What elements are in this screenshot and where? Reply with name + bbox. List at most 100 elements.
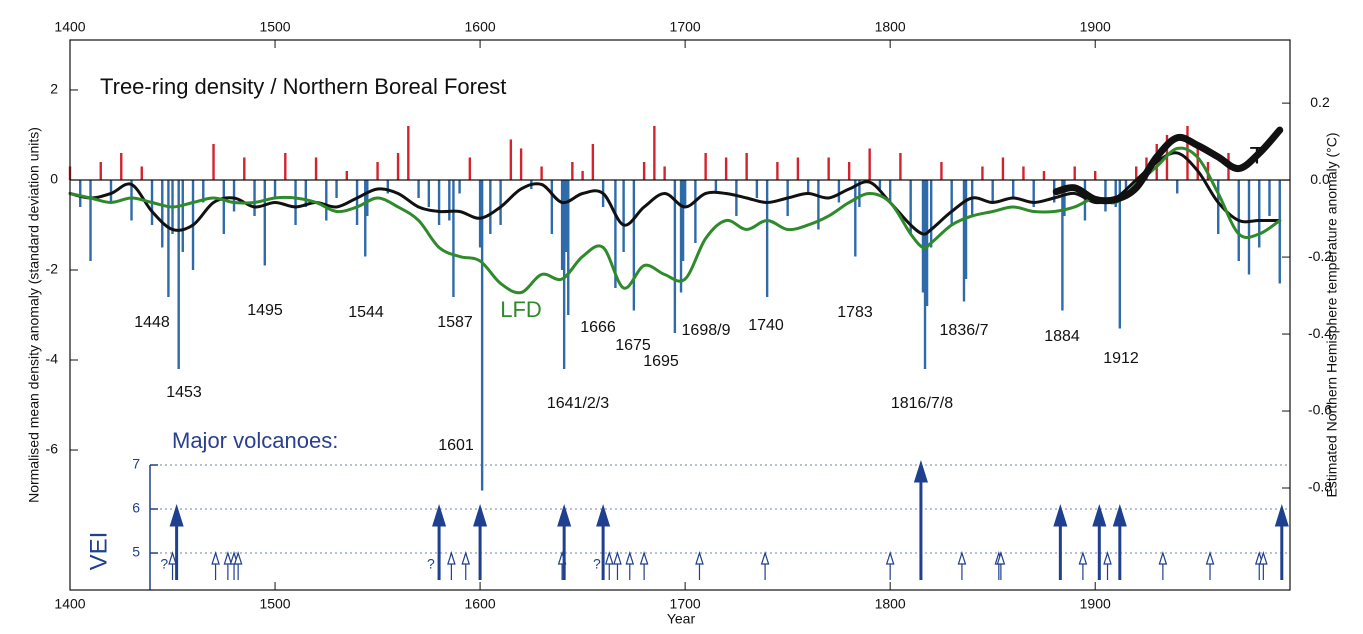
bar [755,179,759,198]
bar [167,179,170,297]
volcano-arrow [557,503,572,580]
bar [109,179,113,203]
bar [458,179,461,194]
event-label: 1816/7/8 [891,395,953,412]
bar [130,179,133,221]
bar [1001,157,1005,180]
x-tick-label: 1500 [259,596,290,612]
bar [950,179,953,225]
event-label: 1783 [837,304,873,321]
event-label: 1675 [615,337,651,354]
bar [202,179,205,203]
bar [704,152,707,180]
bar [858,179,861,207]
bar [878,179,882,189]
bar [366,179,369,216]
bar [1247,179,1251,275]
bar [1135,166,1138,180]
volcano-arrow [1092,503,1107,580]
bar [581,170,584,180]
volcano-arrow [760,551,770,580]
volcano-arrow [1112,503,1127,580]
x-tick-label-top: 1500 [259,19,290,35]
volcano-arrow [169,503,184,580]
bar [222,179,225,234]
smooth-line [68,146,1282,295]
volcano-arrow [639,551,649,580]
bar [489,179,492,234]
bar [923,179,927,370]
bar [868,148,871,180]
bar [565,179,568,252]
bar [1022,166,1025,180]
y2-tick-label: -0.4 [1308,325,1332,341]
bar [177,179,180,370]
bar [745,152,748,180]
y-tick-label: -2 [46,261,59,277]
y-tick-label: -4 [46,351,59,367]
x-tick-label-top: 1800 [875,19,906,35]
x-tick-label: 1700 [670,596,701,612]
bar [899,152,902,180]
uncertain-mark: ? [427,556,435,572]
bar [1268,179,1271,216]
bar [837,179,841,203]
bar [591,143,595,180]
bar [140,166,143,180]
x-axis-label: Year [667,611,696,627]
bar [273,179,277,198]
bar [681,179,685,261]
bar [1217,179,1220,234]
volcano-arrow [957,551,967,580]
bar [909,179,912,234]
bar [991,179,994,203]
volcano-arrow [1158,551,1168,580]
bar [417,179,420,198]
volcano-arrow [625,551,635,580]
bar [1104,179,1107,212]
bar [1118,179,1122,329]
event-label: 1495 [247,302,283,319]
bar [519,148,523,180]
y-tick-label: 0 [50,171,58,187]
x-tick-label-top: 1400 [54,19,85,35]
bar [663,166,666,180]
bar [1061,179,1064,311]
event-label: 1544 [348,304,384,321]
bar [1186,125,1189,180]
bar [962,179,966,302]
bar [304,179,307,207]
bar [796,157,800,180]
event-label: 1453 [166,384,202,401]
volcano-arrow [461,551,471,580]
bar [120,152,123,180]
bar [427,179,431,207]
bar [1063,179,1066,216]
event-label: 1884 [1044,328,1080,345]
bar [396,152,400,180]
bar [817,179,820,230]
y2-tick-label: 0.0 [1310,171,1330,187]
bar [765,179,769,297]
bar [827,157,830,180]
bar [253,179,256,216]
bar [925,179,929,306]
y2-axis-label: Estimated Northern Hemisphere temperatur… [1324,132,1340,497]
bar [642,161,646,180]
bar [1258,179,1261,248]
uncertain-mark: ? [160,556,168,572]
bar [1176,179,1179,194]
x-tick-label-top: 1900 [1080,19,1111,35]
y2-tick-label: -0.8 [1308,479,1332,495]
bar [1114,179,1117,207]
bar [540,166,543,180]
x-tick-label: 1400 [54,596,85,612]
bar [364,179,367,257]
bar [509,139,513,180]
y2-tick-label: 0.2 [1310,94,1330,110]
bar [335,179,338,198]
smooth-line [68,151,1282,236]
bar [1032,179,1035,207]
